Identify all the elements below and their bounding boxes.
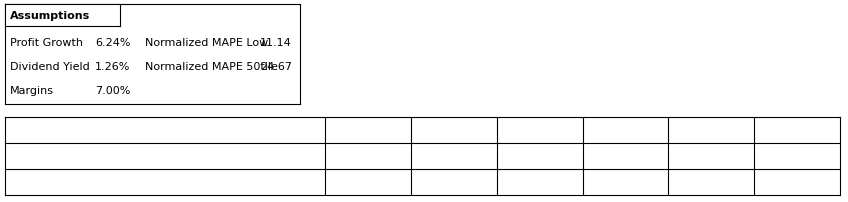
Text: in 1 Year: in 1 Year: [341, 125, 395, 135]
Text: in 4 Years: in 4 Years: [594, 125, 656, 135]
Text: -56.17%: -56.17%: [431, 151, 477, 161]
Text: -10.97%: -10.97%: [688, 177, 734, 187]
Text: -25.14%: -25.14%: [688, 151, 734, 161]
Text: -31.61%: -31.61%: [602, 151, 649, 161]
Text: 11.14: 11.14: [260, 38, 292, 48]
Text: Normalized MAPE Low: Normalized MAPE Low: [145, 38, 268, 48]
Text: in 5 Years: in 5 Years: [681, 125, 742, 135]
Text: -1.36%: -1.36%: [778, 177, 817, 187]
Text: 6.24%: 6.24%: [95, 38, 131, 48]
Text: Margins: Margins: [10, 86, 54, 96]
Text: 1.26%: 1.26%: [95, 62, 131, 72]
Text: -81.72%: -81.72%: [344, 151, 391, 161]
Text: Annualized if at Normalized PE Low: Annualized if at Normalized PE Low: [10, 151, 207, 161]
Text: 24.67: 24.67: [260, 62, 292, 72]
Text: -8.89%: -8.89%: [778, 151, 817, 161]
Text: -15.07%: -15.07%: [602, 177, 649, 187]
Text: Profit Growth: Profit Growth: [10, 38, 83, 48]
Text: -21.42%: -21.42%: [516, 177, 563, 187]
Text: -57.13%: -57.13%: [345, 177, 391, 187]
Text: Assumptions: Assumptions: [10, 11, 90, 21]
Text: Annualized if at Normalized PE 50tile: Annualized if at Normalized PE 50tile: [10, 177, 216, 187]
Text: -41.06%: -41.06%: [516, 151, 563, 161]
Text: -32.56%: -32.56%: [431, 177, 477, 187]
Text: in 2 Years: in 2 Years: [423, 125, 484, 135]
Text: Normalized MAPE 50tile: Normalized MAPE 50tile: [145, 62, 278, 72]
Text: in 10 years: in 10 years: [762, 125, 832, 135]
Text: 7.00%: 7.00%: [95, 86, 131, 96]
Text: Forward Performance (Total Return): Forward Performance (Total Return): [10, 125, 237, 135]
Text: Dividend Yield: Dividend Yield: [10, 62, 90, 72]
Text: in 3 Years: in 3 Years: [509, 125, 570, 135]
